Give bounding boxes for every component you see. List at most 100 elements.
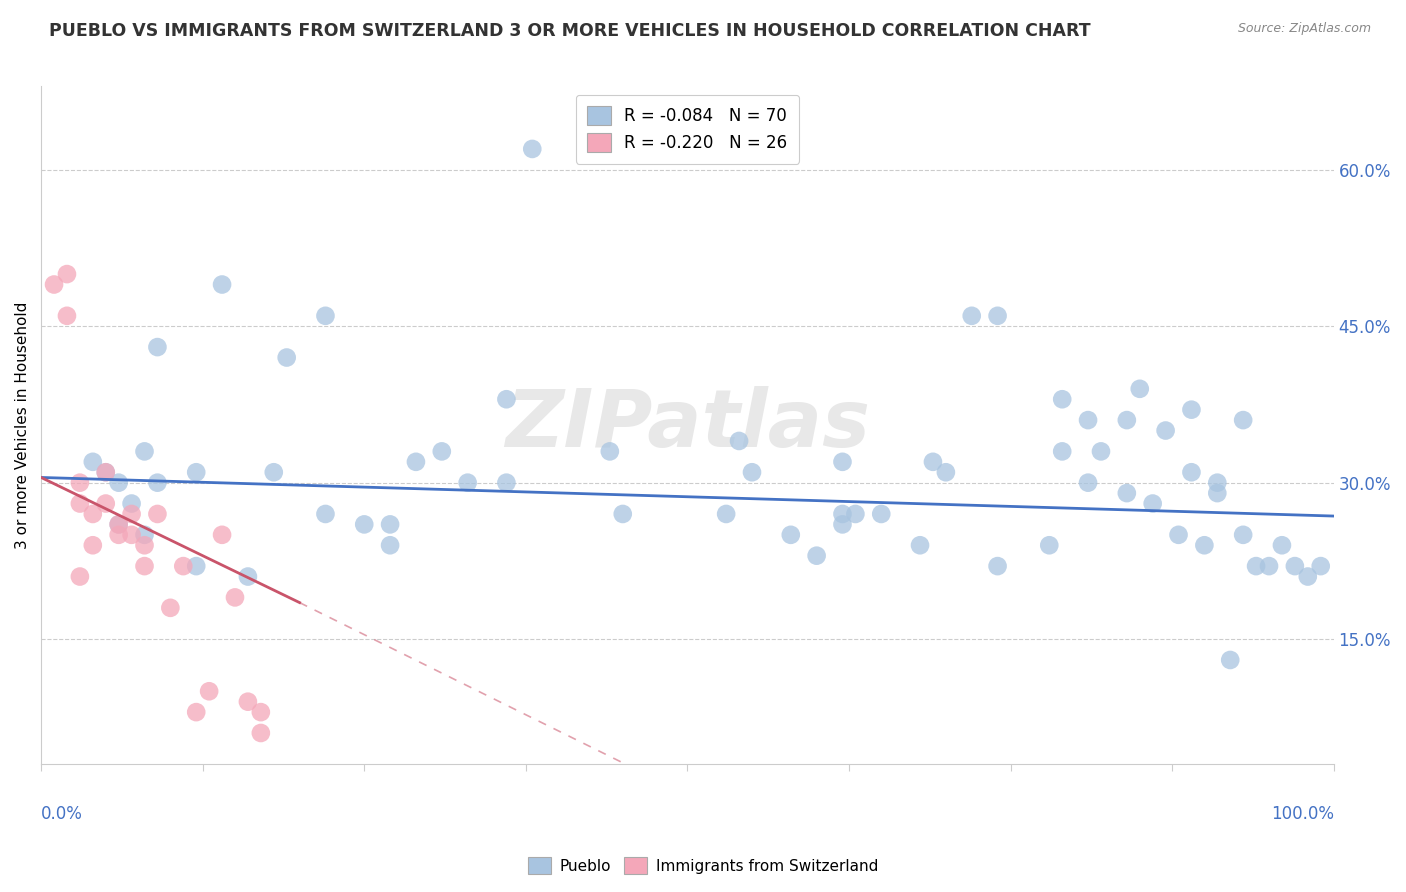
Text: PUEBLO VS IMMIGRANTS FROM SWITZERLAND 3 OR MORE VEHICLES IN HOUSEHOLD CORRELATIO: PUEBLO VS IMMIGRANTS FROM SWITZERLAND 3 … [49,22,1091,40]
Point [1050,444,1073,458]
Point [121,528,143,542]
Point [353,517,375,532]
Point [250,726,273,740]
Point [935,465,957,479]
Point [94,465,117,479]
Legend: Pueblo, Immigrants from Switzerland: Pueblo, Immigrants from Switzerland [522,851,884,880]
Point [1244,559,1267,574]
Point [1206,475,1229,490]
Point [831,507,853,521]
Point [1077,475,1099,490]
Point [987,559,1010,574]
Point [134,444,156,458]
Text: 100.0%: 100.0% [1271,805,1334,823]
Point [82,455,104,469]
Point [94,497,117,511]
Point [107,528,129,542]
Point [211,528,233,542]
Point [211,277,233,292]
Point [806,549,828,563]
Point [1050,392,1073,407]
Point [612,507,634,521]
Point [121,507,143,521]
Point [82,538,104,552]
Point [1129,382,1152,396]
Point [186,559,208,574]
Point [314,507,336,521]
Point [741,465,763,479]
Point [1232,413,1254,427]
Point [1258,559,1281,574]
Point [56,267,79,281]
Point [314,309,336,323]
Point [1271,538,1294,552]
Point [522,142,544,156]
Point [224,591,246,605]
Point [714,507,737,521]
Point [870,507,893,521]
Point [599,444,621,458]
Point [82,507,104,521]
Text: Source: ZipAtlas.com: Source: ZipAtlas.com [1237,22,1371,36]
Point [186,705,208,719]
Point [1180,465,1202,479]
Point [94,465,117,479]
Point [987,309,1010,323]
Point [430,444,453,458]
Point [107,517,129,532]
Point [1038,538,1060,552]
Point [107,475,129,490]
Point [198,684,221,698]
Point [1115,486,1137,500]
Point [146,340,169,354]
Point [1194,538,1216,552]
Point [146,507,169,521]
Point [69,569,91,583]
Point [69,475,91,490]
Y-axis label: 3 or more Vehicles in Household: 3 or more Vehicles in Household [15,301,30,549]
Point [1154,424,1177,438]
Text: ZIPatlas: ZIPatlas [505,386,870,465]
Point [146,475,169,490]
Point [405,455,427,469]
Point [172,559,194,574]
Point [107,517,129,532]
Point [186,465,208,479]
Point [1284,559,1306,574]
Point [134,559,156,574]
Point [121,497,143,511]
Point [1090,444,1112,458]
Point [1142,497,1164,511]
Point [831,455,853,469]
Point [378,517,401,532]
Point [1309,559,1331,574]
Point [1115,413,1137,427]
Point [1232,528,1254,542]
Point [42,277,65,292]
Point [612,111,634,125]
Point [134,528,156,542]
Point [236,695,259,709]
Legend: R = -0.084   N = 70, R = -0.220   N = 26: R = -0.084 N = 70, R = -0.220 N = 26 [576,95,799,164]
Point [457,475,479,490]
Point [960,309,983,323]
Point [69,497,91,511]
Point [1219,653,1241,667]
Point [495,475,517,490]
Point [779,528,801,542]
Point [908,538,931,552]
Point [844,507,866,521]
Point [1180,402,1202,417]
Point [1167,528,1189,542]
Point [134,538,156,552]
Point [922,455,945,469]
Point [250,705,273,719]
Point [1296,569,1319,583]
Point [236,569,259,583]
Point [831,517,853,532]
Point [495,392,517,407]
Point [159,600,181,615]
Point [1206,486,1229,500]
Point [728,434,751,448]
Point [378,538,401,552]
